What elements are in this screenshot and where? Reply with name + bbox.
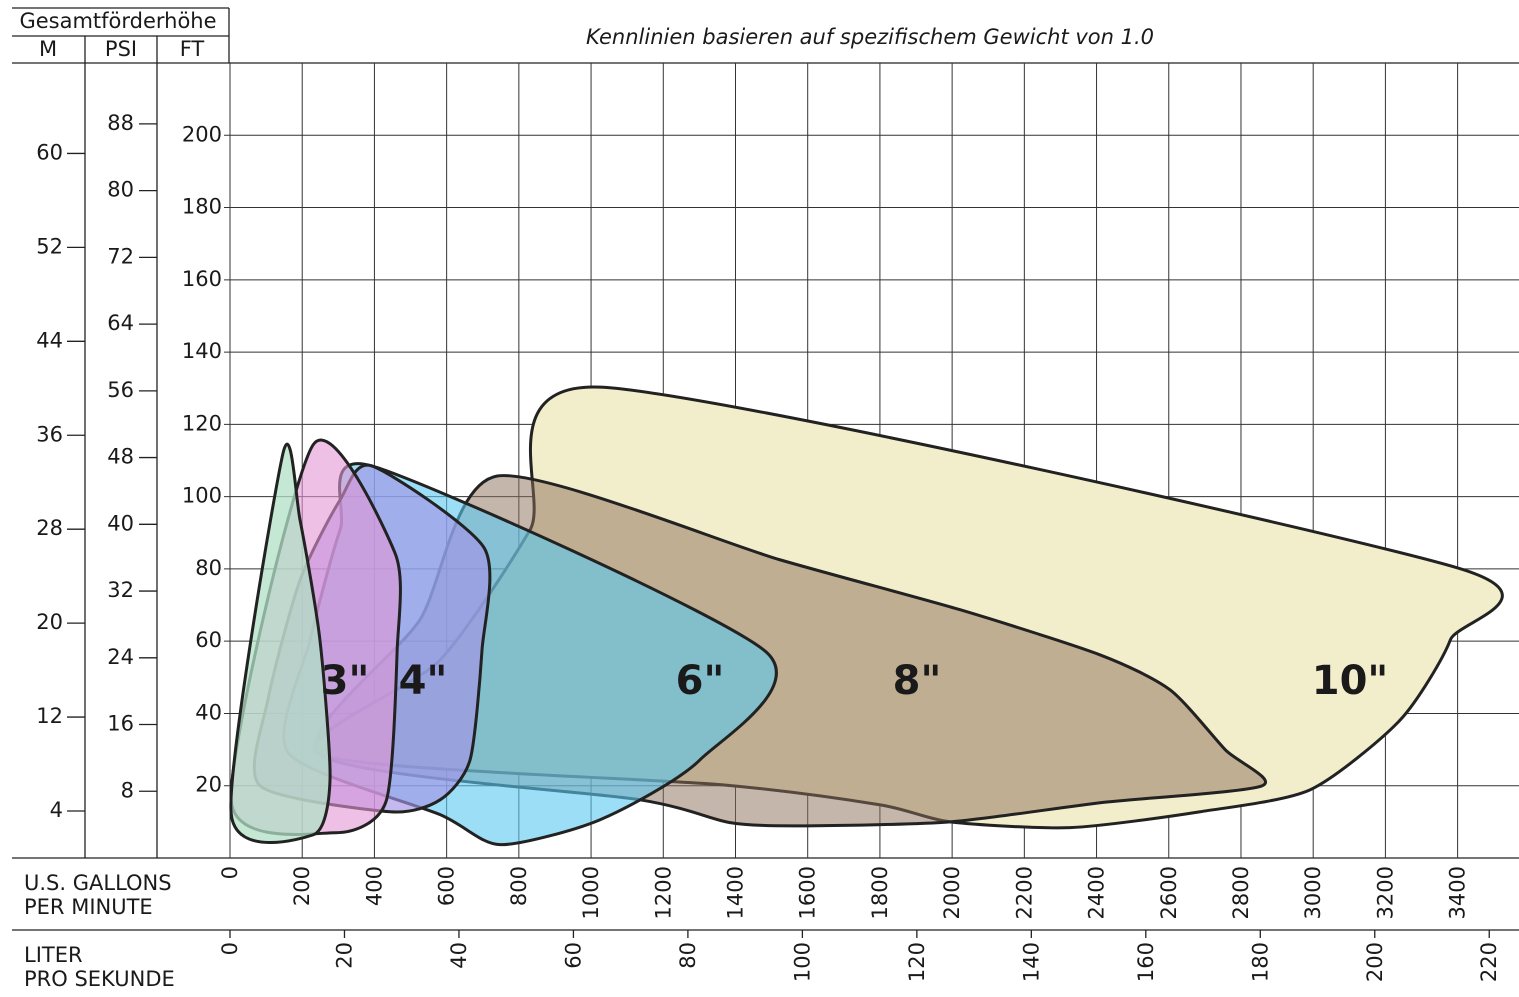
x2-tick-label: 200	[1363, 942, 1387, 982]
x2-tick-label: 80	[676, 942, 700, 969]
subtitle: Kennlinien basieren auf spezifischem Gew…	[586, 25, 1154, 49]
x2-tick-label: 220	[1477, 942, 1501, 982]
x2-tick-label: 60	[561, 942, 585, 969]
axis-name: PSI	[105, 37, 137, 61]
x-tick-label: 2400	[1085, 866, 1109, 919]
psi-tick-label: 16	[107, 712, 134, 736]
x2-tick-label: 160	[1134, 942, 1158, 982]
psi-tick-label: 72	[107, 244, 134, 268]
m-tick-label: 12	[36, 704, 63, 728]
psi-tick-label: 88	[107, 111, 134, 135]
x-tick-label: 2000	[940, 866, 964, 919]
psi-tick-label: 56	[107, 378, 134, 402]
x-tick-label: 600	[435, 866, 459, 906]
x2-axis-label: PRO SEKUNDE	[24, 967, 175, 991]
x2-tick-label: 100	[790, 942, 814, 982]
y-tick-label: 180	[182, 195, 222, 219]
x-tick-label: 2800	[1229, 866, 1253, 919]
psi-tick-label: 24	[107, 645, 134, 669]
psi-tick-label: 64	[107, 311, 134, 335]
header: Gesamtförderhöhe	[19, 9, 216, 33]
x2-tick-label: 140	[1019, 942, 1043, 982]
axis-name: FT	[180, 37, 205, 61]
x2-tick-label: 120	[905, 942, 929, 982]
area-label: 4"	[399, 658, 448, 704]
x-tick-label: 1000	[579, 866, 603, 919]
y-tick-label: 160	[182, 267, 222, 291]
psi-tick-label: 32	[107, 578, 134, 602]
x-tick-label: 2600	[1157, 866, 1181, 919]
m-tick-label: 44	[36, 328, 63, 352]
y-tick-label: 60	[195, 628, 222, 652]
x-tick-label: 0	[218, 866, 242, 879]
area-label: 6"	[676, 658, 725, 704]
area-label: 3"	[321, 658, 370, 704]
x-axis-label: U.S. GALLONS	[24, 871, 172, 895]
y-tick-label: 80	[195, 556, 222, 580]
x-tick-label: 2200	[1012, 866, 1036, 919]
x-tick-label: 1200	[651, 866, 675, 919]
m-tick-label: 36	[36, 422, 63, 446]
m-tick-label: 4	[50, 798, 63, 822]
x2-axis-label: LITER	[24, 943, 83, 967]
y-tick-label: 200	[182, 122, 222, 146]
m-tick-label: 52	[36, 234, 63, 258]
axis-name: M	[39, 37, 57, 61]
psi-tick-label: 8	[121, 778, 134, 802]
y-tick-label: 140	[182, 339, 222, 363]
m-tick-label: 20	[36, 610, 63, 634]
x-tick-label: 3200	[1373, 866, 1397, 919]
m-tick-label: 60	[36, 140, 63, 164]
psi-tick-label: 40	[107, 511, 134, 535]
x2-tick-label: 0	[218, 942, 242, 955]
x-tick-label: 200	[290, 866, 314, 906]
pump-area	[229, 442, 332, 845]
x2-tick-label: 180	[1248, 942, 1272, 982]
x-axis-label: PER MINUTE	[24, 895, 153, 919]
m-tick-label: 28	[36, 516, 63, 540]
x-tick-label: 800	[507, 866, 531, 906]
x-tick-label: 1800	[868, 866, 892, 919]
x-tick-label: 1400	[723, 866, 747, 919]
area-label: 8"	[893, 658, 942, 704]
y-tick-label: 40	[195, 700, 222, 724]
x-tick-label: 1600	[796, 866, 820, 919]
y-tick-label: 20	[195, 773, 222, 797]
x2-tick-label: 40	[447, 942, 471, 969]
x-tick-label: 400	[362, 866, 386, 906]
psi-tick-label: 80	[107, 178, 134, 202]
x-tick-label: 3400	[1446, 866, 1470, 919]
y-tick-label: 100	[182, 484, 222, 508]
x2-tick-label: 20	[332, 942, 356, 969]
x-tick-label: 3000	[1301, 866, 1325, 919]
psi-tick-label: 48	[107, 445, 134, 469]
y-tick-label: 120	[182, 411, 222, 435]
area-label: 10"	[1312, 658, 1389, 704]
